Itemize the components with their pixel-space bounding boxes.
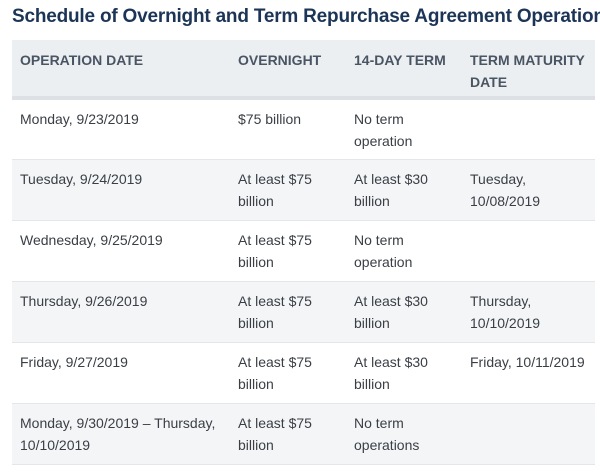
cell-term-maturity-date: Thursday, 10/10/2019	[462, 281, 595, 343]
table-row: Monday, 9/30/2019 – Thursday, 10/10/2019…	[12, 403, 595, 465]
cell-term-maturity-date	[462, 403, 595, 465]
cell-term-maturity-date	[462, 220, 595, 282]
header-14-day-term: 14-DAY TERM	[346, 40, 462, 100]
cell-14-day-term: No term operation	[346, 98, 462, 160]
repo-schedule-table: OPERATION DATE OVERNIGHT 14-DAY TERM TER…	[12, 40, 595, 465]
cell-14-day-term: At least $30 billion	[346, 342, 462, 404]
cell-overnight: At least $75 billion	[230, 220, 346, 282]
table-row: Thursday, 9/26/2019 At least $75 billion…	[12, 281, 595, 343]
header-row: OPERATION DATE OVERNIGHT 14-DAY TERM TER…	[12, 40, 595, 100]
header-term-maturity-date: TERM MATURITY DATE	[462, 40, 595, 100]
table-row: Tuesday, 9/24/2019 At least $75 billion …	[12, 159, 595, 221]
table-row: Friday, 9/27/2019 At least $75 billion A…	[12, 342, 595, 404]
cell-operation-date: Tuesday, 9/24/2019	[12, 159, 230, 221]
cell-overnight: At least $75 billion	[230, 281, 346, 343]
cell-operation-date: Wednesday, 9/25/2019	[12, 220, 230, 282]
header-operation-date: OPERATION DATE	[12, 40, 230, 100]
cell-14-day-term: No term operation	[346, 220, 462, 282]
cell-operation-date: Thursday, 9/26/2019	[12, 281, 230, 343]
cell-overnight: $75 billion	[230, 98, 346, 160]
cell-14-day-term: No term operations	[346, 403, 462, 465]
cell-term-maturity-date	[462, 98, 595, 160]
cell-overnight: At least $75 billion	[230, 342, 346, 404]
cell-overnight: At least $75 billion	[230, 159, 346, 221]
cell-operation-date: Monday, 9/23/2019	[12, 98, 230, 160]
cell-operation-date: Friday, 9/27/2019	[12, 342, 230, 404]
cell-14-day-term: At least $30 billion	[346, 281, 462, 343]
cell-14-day-term: At least $30 billion	[346, 159, 462, 221]
cell-term-maturity-date: Friday, 10/11/2019	[462, 342, 595, 404]
table-row: Wednesday, 9/25/2019 At least $75 billio…	[12, 220, 595, 282]
cell-operation-date: Monday, 9/30/2019 – Thursday, 10/10/2019	[12, 403, 230, 465]
table-row: Monday, 9/23/2019 $75 billion No term op…	[12, 98, 595, 160]
cell-overnight: At least $75 billion	[230, 403, 346, 465]
table-title: Schedule of Overnight and Term Repurchas…	[12, 6, 600, 27]
header-overnight: OVERNIGHT	[230, 40, 346, 100]
cell-term-maturity-date: Tuesday, 10/08/2019	[462, 159, 595, 221]
